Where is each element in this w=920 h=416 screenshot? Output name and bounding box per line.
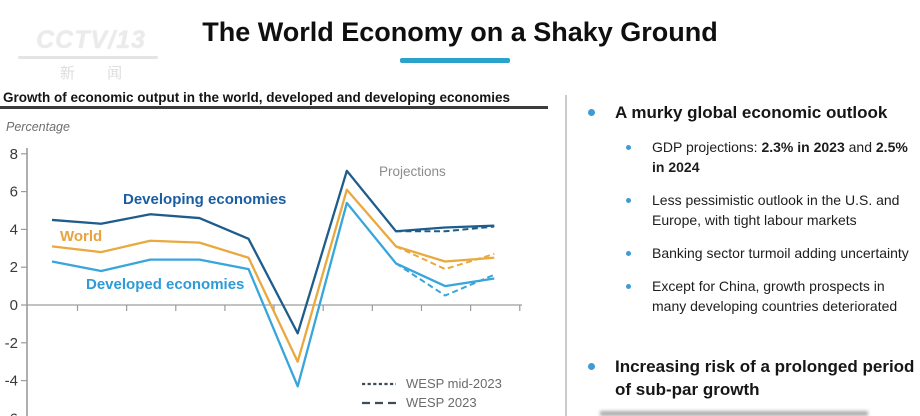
svg-text:6: 6 [10, 184, 18, 201]
key-point-title: Increasing risk of a prolonged period of… [615, 357, 915, 399]
sub-point: GDP projections: 2.3% in 2023 and 2.5% i… [583, 137, 917, 177]
page-title: The World Economy on a Shaky Ground [202, 17, 718, 47]
title-underline-accent [400, 58, 510, 63]
key-point: Increasing risk of a prolonged period of… [583, 355, 917, 401]
sub-point-text: Except for China, growth prospects in ma… [652, 278, 898, 314]
series-label-developing: Developing economies [123, 191, 287, 208]
sub-point: Less pessimistic outlook in the U.S. and… [583, 190, 917, 230]
projections-label: Projections [379, 164, 446, 179]
chart-title: Growth of economic output in the world, … [3, 90, 511, 105]
chart-legend: WESP mid-2023 WESP 2023 [361, 374, 502, 412]
vertical-divider [565, 95, 567, 416]
cctv13-logo-subtitle: 新 闻 [59, 65, 137, 82]
sub-point: Banking sector turmoil adding uncertaint… [583, 243, 917, 263]
long-dash-line-icon [362, 401, 396, 404]
sub-bullet-icon [626, 284, 631, 289]
legend-item-wesp-2023: WESP 2023 [361, 393, 502, 412]
series-label-developed: Developed economies [86, 276, 245, 293]
svg-text:2: 2 [10, 259, 18, 276]
svg-text:8: 8 [10, 146, 18, 163]
cctv13-logo-text: CCTV/13 [36, 26, 146, 54]
series-label-world: World [60, 228, 103, 245]
key-point-title: A murky global economic outlook [615, 103, 888, 122]
legend-label: WESP mid-2023 [406, 376, 502, 391]
bullet-icon [588, 363, 595, 370]
y-axis-unit-label: Percentage [6, 120, 70, 134]
sub-point-text: Less pessimistic outlook in the U.S. and… [652, 192, 900, 228]
sub-bullet-icon [626, 198, 631, 203]
cropped-content-artifact [600, 411, 868, 416]
sub-point-text: GDP projections: 2.3% in 2023 and 2.5% i… [652, 139, 908, 175]
key-points-panel: A murky global economic outlook GDP proj… [583, 101, 917, 416]
cctv13-logo: CCTV/13 新 闻 [16, 26, 166, 83]
chart-title-rule [0, 106, 548, 109]
svg-text:4: 4 [10, 221, 18, 238]
bullet-icon [588, 109, 595, 116]
growth-line-chart: 8 6 4 2 0 -2 -4 -6 [5, 146, 522, 416]
legend-item-wesp-mid-2023: WESP mid-2023 [361, 374, 502, 393]
legend-label: WESP 2023 [406, 395, 477, 410]
key-point: A murky global economic outlook [583, 101, 917, 124]
fine-dash-line-icon [362, 382, 396, 385]
svg-text:-6: -6 [5, 410, 18, 416]
svg-text:0: 0 [10, 297, 18, 314]
svg-text:-4: -4 [5, 373, 18, 390]
sub-bullet-icon [626, 145, 631, 150]
sub-point: Except for China, growth prospects in ma… [583, 276, 917, 316]
cctv13-logo-swoosh [18, 56, 158, 59]
svg-text:-2: -2 [5, 335, 18, 352]
sub-bullet-icon [626, 251, 631, 256]
sub-point-text: Banking sector turmoil adding uncertaint… [652, 245, 909, 261]
